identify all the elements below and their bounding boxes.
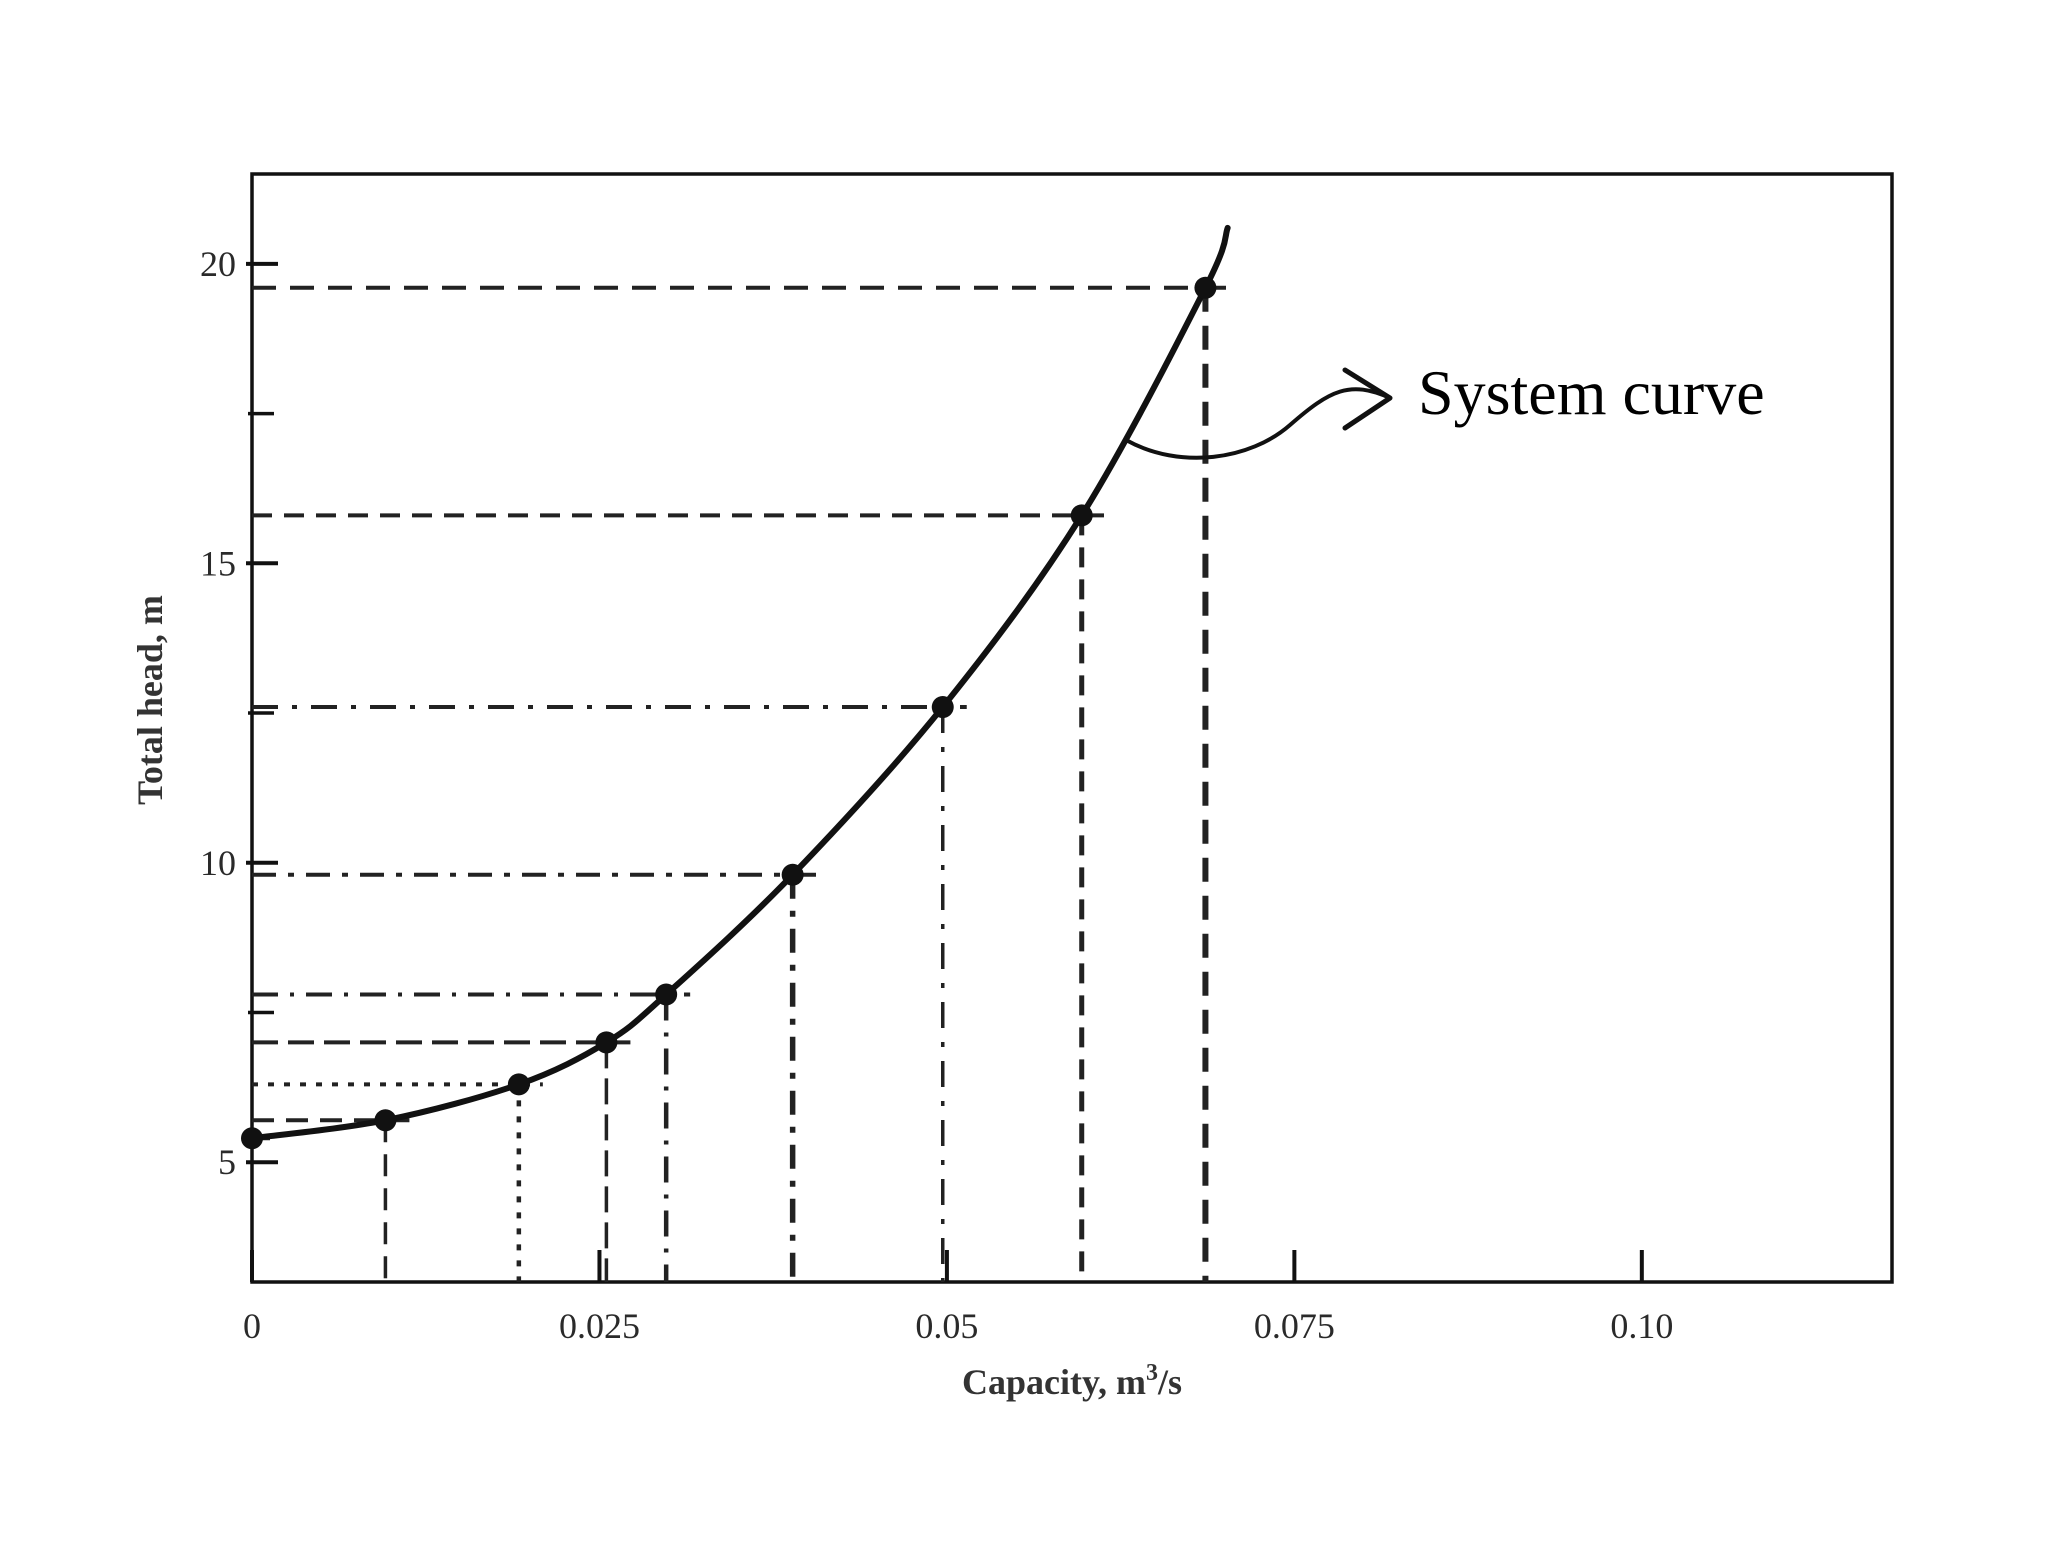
y-tick-labels: 5 10 15 20 bbox=[200, 244, 236, 1182]
x-tick-label: 0.05 bbox=[915, 1306, 978, 1346]
data-point bbox=[595, 1031, 618, 1054]
annotation-system-curve: System curve bbox=[1418, 357, 1765, 428]
data-point bbox=[655, 983, 678, 1006]
y-tick-label: 5 bbox=[218, 1142, 236, 1182]
curve-layer bbox=[241, 224, 1231, 1150]
annotation-arrowhead-icon bbox=[1342, 367, 1393, 431]
x-axis-label: Capacity, m3/s bbox=[962, 1360, 1182, 1402]
data-point bbox=[241, 1127, 263, 1150]
x-tick-label: 0 bbox=[243, 1306, 261, 1346]
y-tick-label: 10 bbox=[200, 843, 236, 883]
x-tick-label: 0.025 bbox=[559, 1306, 640, 1346]
x-tick-labels: 0 0.025 0.05 0.075 0.10 bbox=[243, 1306, 1673, 1346]
y-axis-label: Total head, m bbox=[130, 595, 170, 805]
data-point bbox=[374, 1109, 397, 1132]
x-tick-label: 0.10 bbox=[1610, 1306, 1673, 1346]
x-tick-label: 0.075 bbox=[1254, 1306, 1335, 1346]
y-tick-label: 20 bbox=[200, 244, 236, 284]
data-point bbox=[1194, 276, 1217, 299]
guide-lines bbox=[252, 285, 1230, 1282]
data-point bbox=[781, 863, 804, 886]
data-point bbox=[1070, 504, 1093, 527]
data-point bbox=[507, 1073, 530, 1096]
data-point bbox=[931, 696, 954, 719]
axis-ticks bbox=[246, 261, 1644, 1282]
y-tick-label: 15 bbox=[200, 543, 236, 583]
annotation-arrow bbox=[1124, 387, 1392, 460]
plot-frame bbox=[250, 172, 1894, 1284]
